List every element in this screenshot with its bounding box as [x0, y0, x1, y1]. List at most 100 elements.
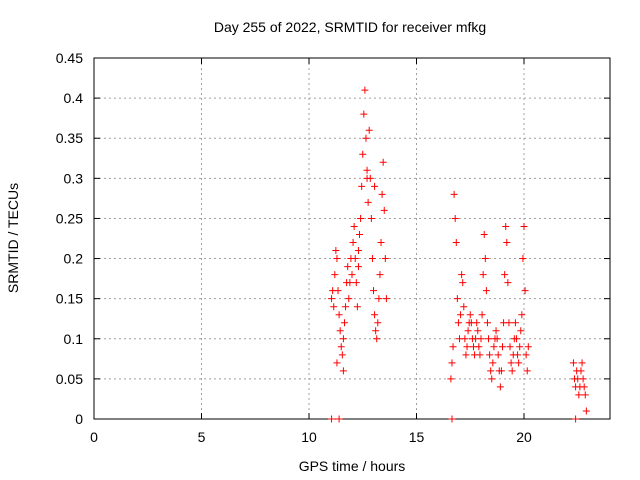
- data-point: [493, 335, 501, 343]
- data-point: [483, 319, 491, 327]
- y-tick-label: 0.45: [56, 50, 83, 66]
- data-point: [363, 166, 371, 174]
- data-point: [353, 303, 361, 311]
- data-point: [362, 134, 370, 142]
- y-axis-label: SRMTID / TECUs: [5, 183, 21, 293]
- axis-ticks: 0 5 10 15 20 0 0.05 0.1 0.15 0.2 0.25 0.3 0.35 0.4 0.4…: [56, 50, 610, 445]
- data-point: [486, 351, 494, 359]
- data-point: [501, 271, 509, 279]
- data-point: [346, 279, 354, 287]
- data-point: [360, 110, 368, 118]
- data-point: [480, 230, 488, 238]
- data-point: [451, 214, 459, 222]
- data-point: [518, 311, 526, 319]
- data-point: [330, 303, 338, 311]
- data-point: [454, 319, 462, 327]
- data-point: [373, 335, 381, 343]
- data-point: [485, 335, 493, 343]
- data-point: [332, 247, 340, 255]
- data-point: [487, 367, 495, 375]
- data-point: [335, 311, 343, 319]
- data-point: [328, 415, 336, 423]
- data-point: [474, 327, 482, 335]
- y-tick-label: 0.1: [64, 331, 84, 347]
- data-point: [475, 343, 483, 351]
- data-point: [333, 359, 341, 367]
- data-point: [357, 214, 365, 222]
- data-point: [580, 383, 588, 391]
- data-point: [490, 343, 498, 351]
- data-point: [328, 295, 336, 303]
- data-point: [382, 295, 390, 303]
- data-point: [380, 206, 388, 214]
- data-point: [450, 190, 458, 198]
- y-tick-label: 0.2: [64, 251, 84, 267]
- data-point: [337, 343, 345, 351]
- data-point: [459, 279, 467, 287]
- data-point: [354, 247, 362, 255]
- data-point: [515, 359, 523, 367]
- data-point: [499, 343, 506, 351]
- data-point: [506, 343, 514, 351]
- data-point: [481, 255, 489, 263]
- data-point: [378, 190, 386, 198]
- data-point: [504, 279, 512, 287]
- data-point: [502, 222, 510, 230]
- data-point: [331, 271, 339, 279]
- data-point: [371, 311, 379, 319]
- y-tick-label: 0.3: [64, 170, 84, 186]
- data-point: [448, 359, 456, 367]
- y-tick-label: 0.35: [56, 130, 83, 146]
- data-point: [457, 311, 465, 319]
- data-point: [522, 351, 530, 359]
- data-point: [371, 182, 379, 190]
- data-point: [524, 343, 532, 351]
- data-point: [466, 311, 474, 319]
- data-point: [348, 271, 356, 279]
- data-point: [575, 391, 583, 399]
- data-point: [477, 335, 485, 343]
- data-point: [505, 319, 513, 327]
- data-point: [361, 86, 369, 94]
- data-point: [377, 239, 385, 247]
- data-point: [363, 174, 371, 182]
- data-point: [581, 391, 589, 399]
- data-point: [514, 351, 522, 359]
- data-point: [333, 255, 341, 263]
- data-point: [376, 271, 384, 279]
- data-point: [579, 375, 587, 383]
- data-point: [338, 351, 346, 359]
- data-point: [354, 263, 362, 271]
- data-point: [494, 351, 502, 359]
- data-point: [335, 415, 343, 423]
- y-tick-label: 0.05: [56, 371, 83, 387]
- data-point: [367, 214, 375, 222]
- data-point: [344, 263, 352, 271]
- data-point: [578, 359, 586, 367]
- x-tick-label: 5: [198, 429, 206, 445]
- data-point: [461, 335, 469, 343]
- data-point: [447, 375, 455, 383]
- data-point: [489, 359, 497, 367]
- data-point: [368, 255, 376, 263]
- x-tick-label: 15: [409, 429, 425, 445]
- y-tick-label: 0.25: [56, 210, 83, 226]
- data-point: [517, 327, 525, 335]
- data-point: [359, 150, 367, 158]
- data-point: [458, 271, 466, 279]
- data-point: [379, 158, 387, 166]
- chart-title: Day 255 of 2022, SRMTID for receiver mfk…: [214, 19, 486, 35]
- x-tick-label: 10: [301, 429, 317, 445]
- data-point: [482, 287, 490, 295]
- data-point: [351, 255, 359, 263]
- data-point: [479, 271, 487, 279]
- data-point: [521, 287, 529, 295]
- data-point: [334, 287, 342, 295]
- y-tick-label: 0.4: [64, 90, 84, 106]
- data-point: [460, 303, 468, 311]
- data-point: [492, 327, 500, 335]
- data-point: [349, 239, 357, 247]
- data-point: [473, 319, 481, 327]
- data-point: [452, 239, 460, 247]
